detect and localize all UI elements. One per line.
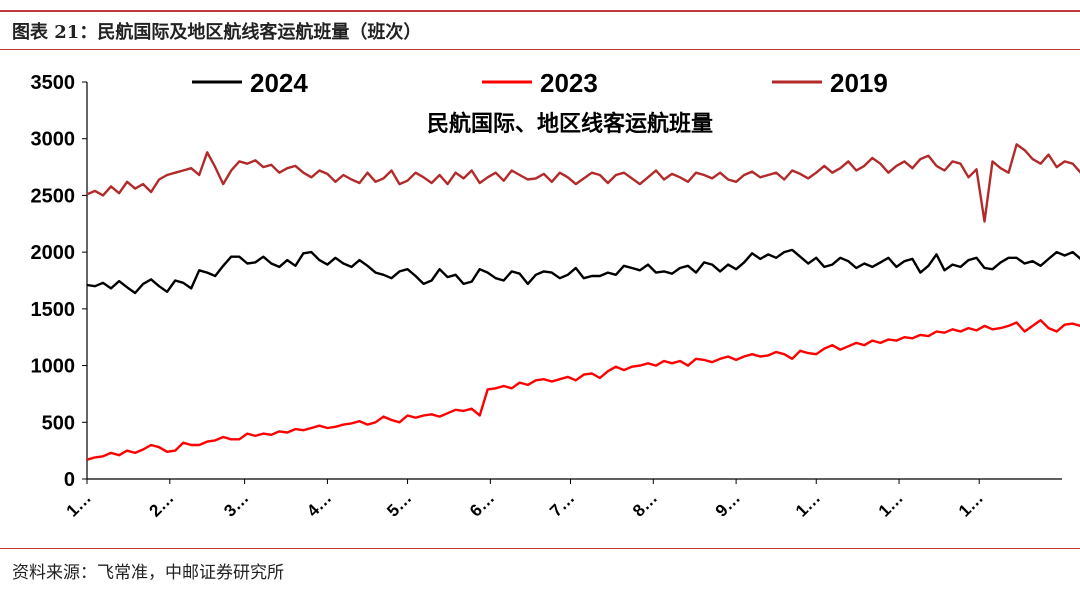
x-tick-label: 8… bbox=[629, 488, 661, 520]
x-tick-label: 2… bbox=[145, 488, 177, 520]
y-tick-label: 1000 bbox=[31, 356, 76, 378]
bottom-rule bbox=[0, 548, 1080, 549]
x-tick-label: 1… bbox=[63, 488, 95, 520]
chart-series bbox=[86, 143, 1080, 461]
x-tick-label: 7… bbox=[546, 488, 578, 520]
x-tick-label: 9… bbox=[712, 488, 744, 520]
y-tick-label: 2000 bbox=[31, 242, 76, 264]
y-tick-label: 3000 bbox=[31, 129, 76, 151]
line-chart: 民航国际、地区线客运航班量 0 500 1000 1500 2000 2500 3000 35… bbox=[31, 68, 1080, 521]
y-tick-label: 500 bbox=[42, 412, 75, 434]
figure-title: 图表 21：民航国际及地区航线客运航班量（班次） bbox=[12, 22, 422, 43]
chart-title: 民航国际、地区线客运航班量 bbox=[427, 111, 713, 136]
x-tick-label: 5… bbox=[383, 488, 415, 520]
y-tick-label: 3500 bbox=[31, 72, 76, 94]
chart-axes: 0 500 1000 1500 2000 2500 3000 3500 1… 2… 3… 4… 5… 6…… bbox=[31, 72, 1062, 521]
x-tick-label: 1… bbox=[955, 488, 987, 520]
legend-label-2019: 2019 bbox=[830, 68, 888, 98]
series-line-2023 bbox=[86, 319, 1080, 461]
chart-legend: 2024 2023 2019 bbox=[192, 68, 888, 98]
x-tick-label: 3… bbox=[220, 488, 252, 520]
x-tick-label: 1… bbox=[875, 488, 907, 520]
series-line-2024 bbox=[86, 248, 1080, 295]
y-tick-label: 1500 bbox=[31, 299, 76, 321]
x-tick-label: 1… bbox=[792, 488, 824, 520]
y-tick-label: 2500 bbox=[31, 185, 76, 207]
series-line-2019 bbox=[86, 143, 1080, 223]
top-rule bbox=[0, 10, 1080, 12]
x-tick-label: 4… bbox=[303, 488, 335, 520]
x-tick-label: 6… bbox=[466, 488, 498, 520]
title-rule bbox=[0, 49, 1080, 50]
legend-label-2024: 2024 bbox=[250, 68, 308, 98]
y-tick-label: 0 bbox=[64, 469, 75, 491]
legend-label-2023: 2023 bbox=[540, 68, 598, 98]
source-note: 资料来源：飞常准，中邮证券研究所 bbox=[12, 563, 284, 583]
